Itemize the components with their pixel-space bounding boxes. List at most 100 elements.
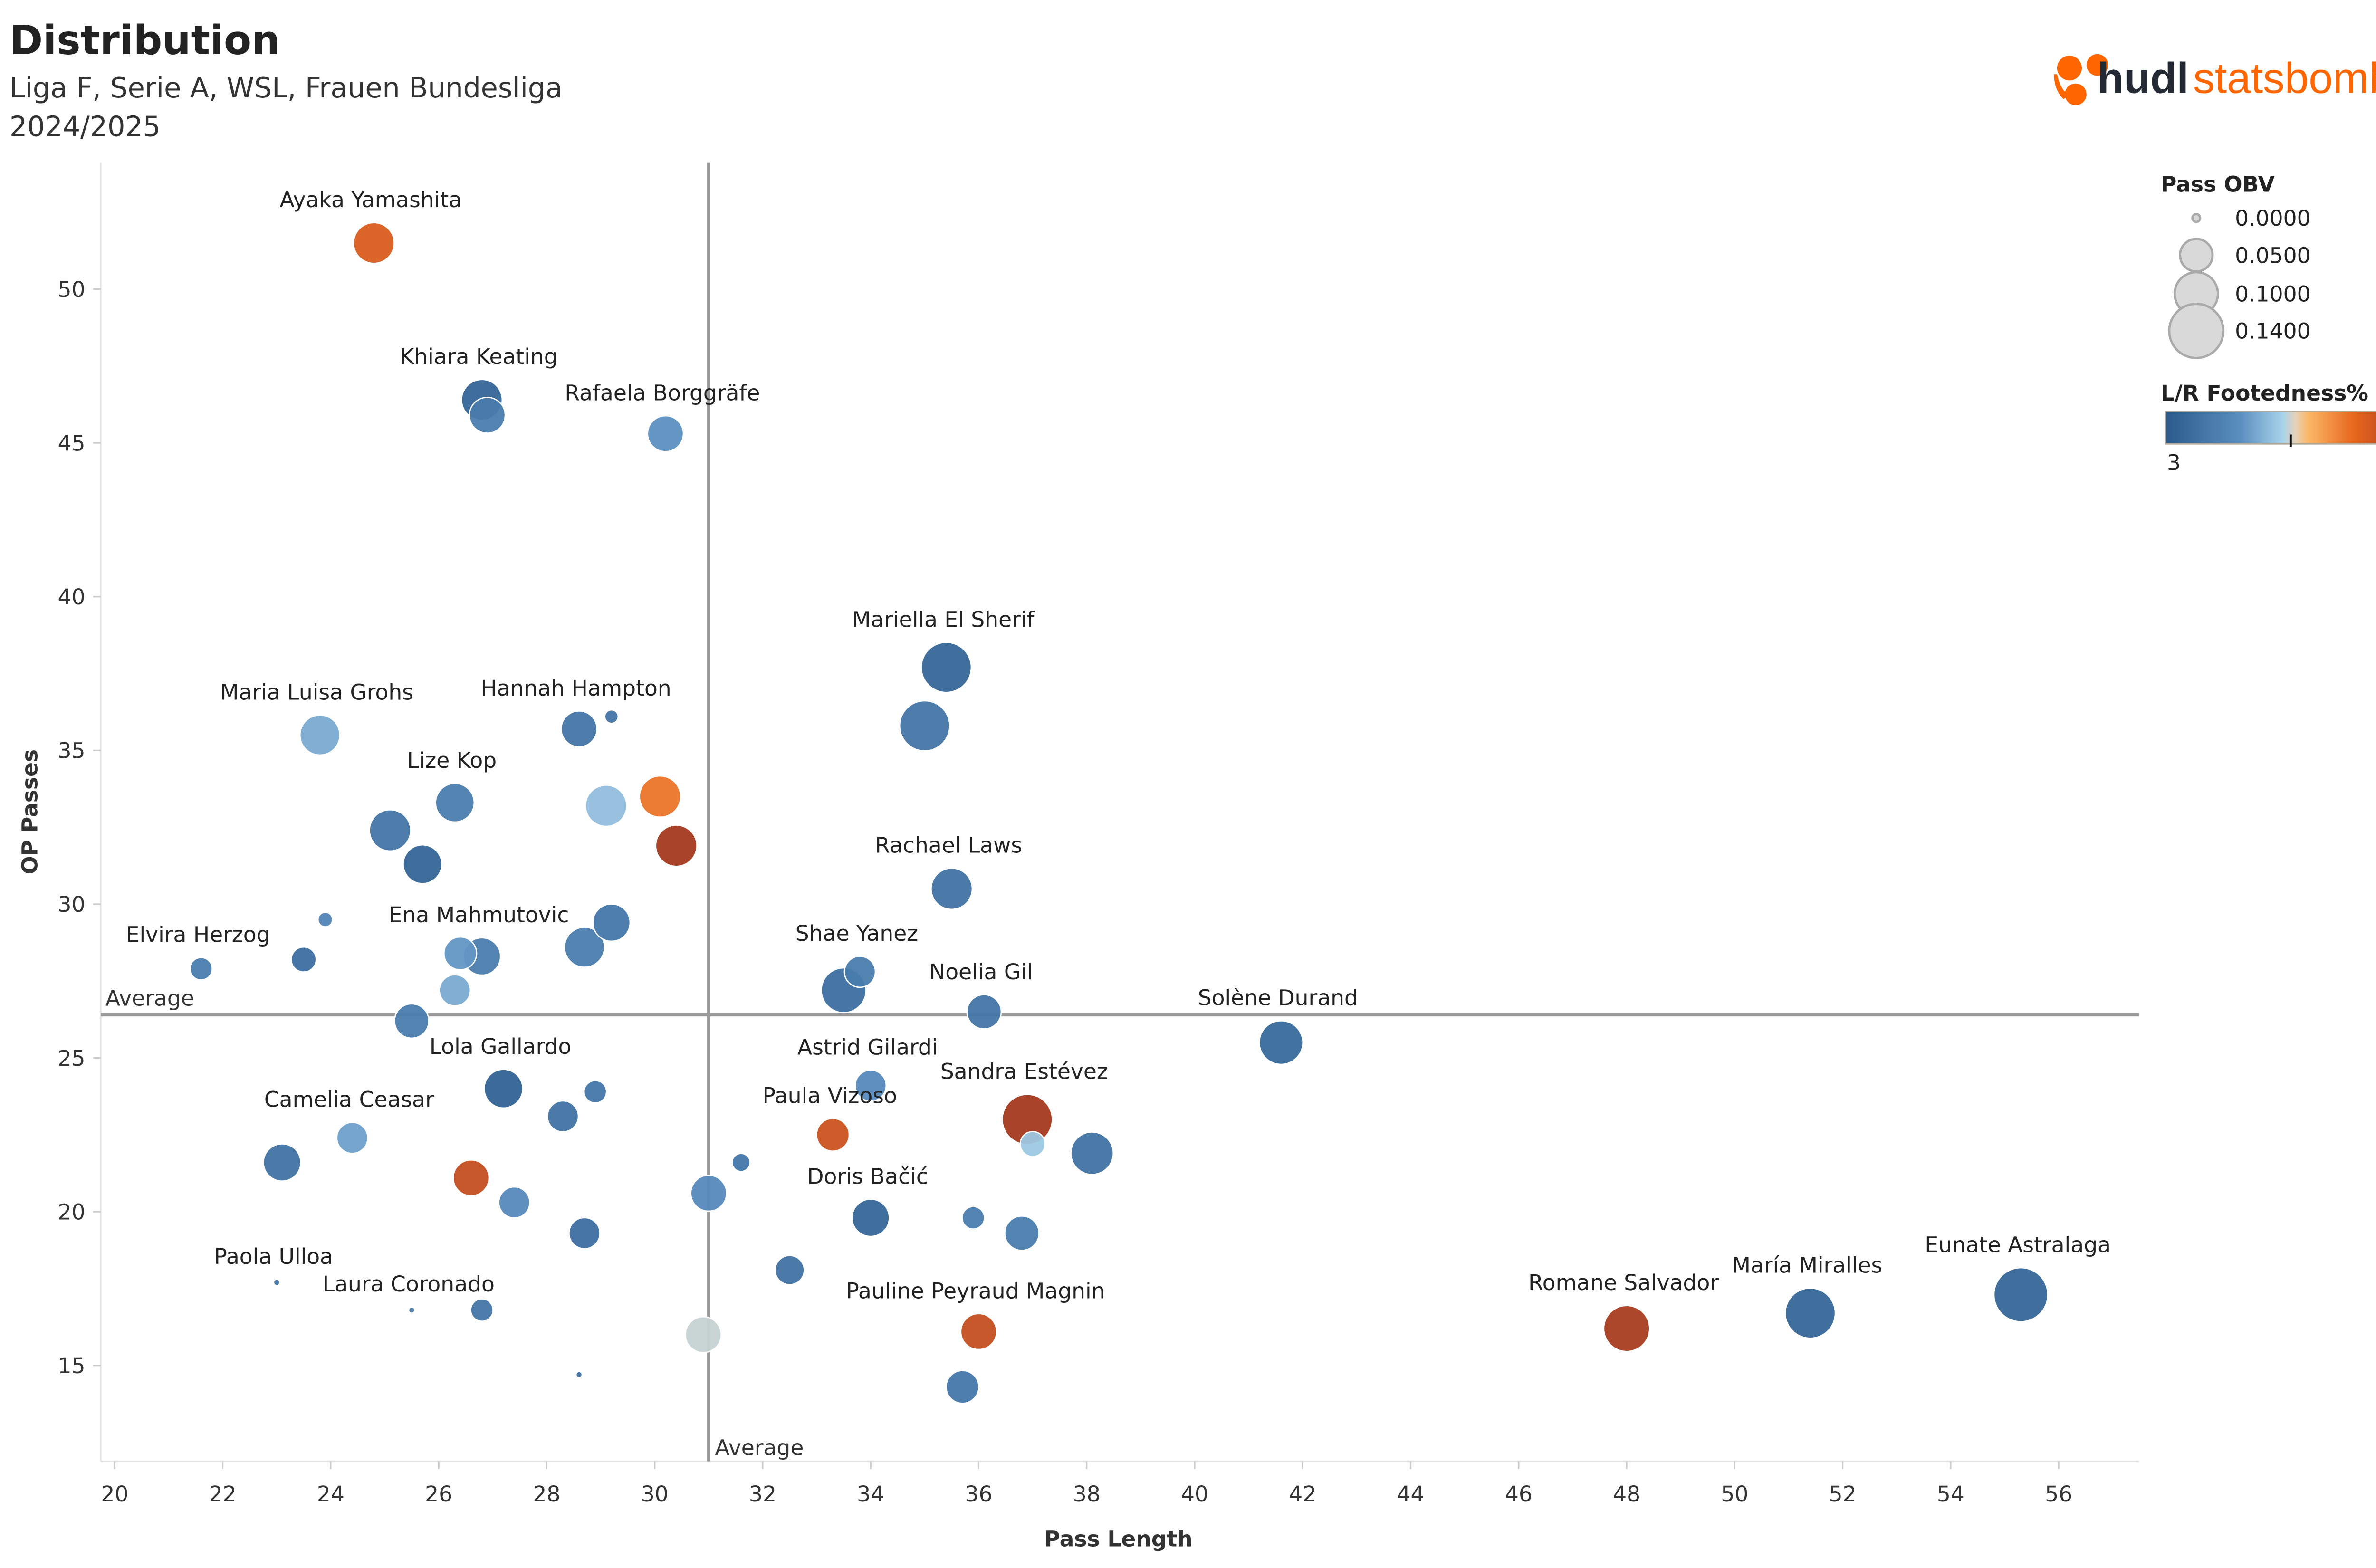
data-point[interactable] — [498, 1186, 531, 1219]
data-point[interactable] — [655, 824, 698, 867]
y-average-label: Average — [105, 985, 194, 1011]
data-point[interactable] — [961, 1206, 985, 1230]
point-label: Camelia Ceasar — [264, 1087, 434, 1112]
point-label: Sandra Estévez — [940, 1059, 1108, 1084]
y-tick-label: 20 — [58, 1199, 86, 1224]
point-label: Maria Luisa Grohs — [220, 679, 413, 705]
data-point[interactable] — [583, 1080, 607, 1104]
data-point[interactable] — [546, 1100, 579, 1133]
point-label: Ena Mahmutovic — [389, 902, 569, 927]
x-tick-label: 36 — [965, 1482, 993, 1507]
data-point[interactable] — [851, 1198, 890, 1237]
data-point[interactable] — [1019, 1131, 1046, 1157]
data-point[interactable] — [690, 1175, 728, 1212]
data-point[interactable] — [945, 1370, 980, 1404]
data-point[interactable] — [731, 1153, 751, 1172]
x-tick-label: 32 — [749, 1482, 776, 1507]
x-tick-label: 22 — [209, 1482, 237, 1507]
size-legend-circle — [2168, 303, 2225, 359]
y-tick-label: 30 — [58, 892, 86, 917]
y-tick-label: 50 — [58, 277, 86, 302]
data-point[interactable] — [394, 1003, 430, 1039]
data-point[interactable] — [290, 946, 317, 973]
data-point[interactable] — [560, 710, 598, 747]
data-point[interactable] — [452, 1159, 490, 1196]
data-point[interactable] — [575, 1371, 583, 1378]
data-point[interactable] — [439, 974, 471, 1006]
data-point[interactable] — [1993, 1267, 2049, 1322]
point-label: Paola Ulloa — [214, 1244, 333, 1269]
y-tick-label: 40 — [58, 584, 86, 610]
data-point[interactable] — [816, 1118, 850, 1152]
hudl-statsbomb-logo: hudl statsbomb — [2054, 54, 2376, 105]
data-point[interactable] — [435, 783, 475, 823]
data-point[interactable] — [263, 1143, 302, 1182]
data-point[interactable] — [1004, 1215, 1040, 1251]
chart-title: Distribution — [10, 17, 280, 64]
data-point[interactable] — [1603, 1305, 1650, 1352]
point-label: Mariella El Sherif — [852, 607, 1035, 632]
point-label: Elvira Herzog — [126, 922, 270, 947]
x-tick-label: 38 — [1073, 1482, 1101, 1507]
x-axis-label: Pass Length — [1044, 1526, 1192, 1551]
point-label: Noelia Gil — [929, 959, 1033, 985]
data-point[interactable] — [1070, 1131, 1114, 1176]
color-legend-min: 3 — [2167, 450, 2181, 475]
data-point[interactable] — [843, 956, 876, 988]
size-legend-label: 0.1000 — [2235, 282, 2310, 307]
chart-season: 2024/2025 — [10, 110, 161, 143]
data-point[interactable] — [899, 700, 950, 752]
data-point[interactable] — [369, 809, 412, 852]
data-point[interactable] — [317, 911, 334, 927]
size-legend-label: 0.0500 — [2235, 243, 2310, 268]
data-point[interactable] — [408, 1306, 416, 1314]
point-label: Hannah Hampton — [481, 676, 671, 701]
data-point[interactable] — [443, 936, 478, 971]
data-point[interactable] — [189, 956, 213, 981]
point-label: María Miralles — [1732, 1252, 1883, 1278]
x-tick-label: 46 — [1505, 1482, 1533, 1507]
data-point[interactable] — [564, 927, 605, 968]
data-point[interactable] — [774, 1255, 805, 1285]
data-point[interactable] — [273, 1279, 281, 1286]
data-point[interactable] — [592, 903, 631, 942]
data-point[interactable] — [966, 994, 1002, 1030]
data-point[interactable] — [299, 714, 341, 756]
data-point[interactable] — [470, 1298, 494, 1322]
data-point[interactable] — [960, 1313, 997, 1350]
x-tick-label: 34 — [857, 1482, 884, 1507]
point-label: Lola Gallardo — [430, 1034, 572, 1059]
data-point[interactable] — [639, 775, 681, 818]
size-legend-label: 0.0000 — [2235, 206, 2310, 231]
y-tick-label: 45 — [58, 430, 86, 456]
x-tick-label: 42 — [1289, 1482, 1316, 1507]
point-label: Pauline Peyraud Magnin — [846, 1278, 1105, 1303]
data-point[interactable] — [483, 1069, 524, 1109]
x-tick-label: 20 — [101, 1482, 128, 1507]
data-point[interactable] — [920, 641, 972, 693]
data-point[interactable] — [353, 222, 395, 264]
y-tick-label: 35 — [58, 738, 86, 764]
data-point[interactable] — [568, 1217, 601, 1250]
data-point[interactable] — [1784, 1287, 1836, 1339]
data-point[interactable] — [1258, 1020, 1304, 1065]
x-tick-label: 56 — [2045, 1482, 2072, 1507]
point-label: Astrid Gilardi — [797, 1035, 938, 1060]
point-label: Laura Coronado — [323, 1272, 495, 1297]
data-point[interactable] — [854, 1069, 887, 1102]
data-point[interactable] — [336, 1121, 369, 1154]
x-tick-label: 40 — [1181, 1482, 1208, 1507]
statsbomb-logo-icon — [2054, 54, 2108, 105]
data-point[interactable] — [604, 709, 619, 724]
svg-text:hudl: hudl — [2098, 54, 2189, 102]
data-point[interactable] — [584, 784, 628, 827]
data-point[interactable] — [647, 415, 684, 452]
data-point[interactable] — [930, 867, 973, 910]
data-point[interactable] — [685, 1316, 722, 1353]
x-tick-label: 54 — [1937, 1482, 1964, 1507]
data-point[interactable] — [402, 844, 442, 884]
svg-text:statsbomb: statsbomb — [2193, 54, 2376, 102]
data-point[interactable] — [469, 396, 506, 434]
size-legend-circle — [2179, 238, 2214, 273]
point-label: Ayaka Yamashita — [279, 187, 462, 212]
